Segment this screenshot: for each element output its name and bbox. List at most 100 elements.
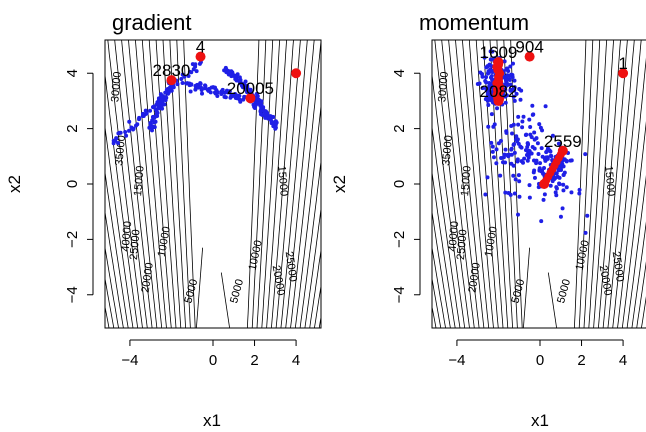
point <box>561 188 566 193</box>
point <box>512 150 517 155</box>
point <box>504 83 509 88</box>
contour-line <box>432 169 456 328</box>
point <box>490 149 495 154</box>
contour-label: 20000 <box>597 264 614 296</box>
contour-line <box>256 40 274 328</box>
point <box>523 148 528 153</box>
point <box>505 152 510 157</box>
point <box>140 111 145 116</box>
contour-label: 20000 <box>467 262 483 294</box>
x-axis-label-momentum: x1 <box>531 411 549 430</box>
contour-line <box>261 40 281 328</box>
point <box>537 168 542 173</box>
highlight-point <box>493 95 504 106</box>
highlight-point <box>166 75 177 86</box>
point <box>490 49 495 54</box>
point <box>538 161 543 166</box>
point <box>489 140 494 145</box>
highlight-point <box>493 57 504 68</box>
contour-line <box>220 272 231 328</box>
point <box>273 125 278 130</box>
point <box>527 149 532 154</box>
y-axis-label-gradient: x2 <box>5 175 24 193</box>
plot-box-gradient <box>104 39 322 329</box>
contour-line <box>617 57 646 328</box>
contour-line <box>105 71 139 328</box>
contour-label: 15000 <box>275 165 290 197</box>
point <box>159 98 164 103</box>
point <box>489 74 494 79</box>
point <box>490 144 495 149</box>
point <box>517 87 522 92</box>
y-tick-label: 2 <box>64 124 81 132</box>
point <box>123 129 128 134</box>
x-tick-label: 4 <box>292 352 300 369</box>
point <box>480 86 485 91</box>
contour-line <box>290 40 321 328</box>
point <box>544 155 549 160</box>
y-tick-label: −4 <box>64 286 81 303</box>
point <box>238 99 243 104</box>
point <box>494 161 499 166</box>
point <box>516 122 521 127</box>
point <box>534 136 539 141</box>
point <box>524 132 529 137</box>
point <box>182 74 187 79</box>
point <box>514 91 519 96</box>
point <box>540 171 545 176</box>
point <box>585 213 590 218</box>
x-tick-label: −4 <box>121 352 138 369</box>
point <box>237 75 242 80</box>
point <box>520 125 525 130</box>
contour-line <box>578 40 594 328</box>
point <box>160 94 165 99</box>
point <box>556 141 561 146</box>
point <box>126 128 131 133</box>
point <box>236 93 241 98</box>
contour-line <box>299 157 321 328</box>
point <box>516 212 521 217</box>
point <box>532 175 537 180</box>
point <box>131 126 136 131</box>
contour-label: 40000 <box>120 221 135 253</box>
point <box>564 185 569 190</box>
iteration-label: 20005 <box>227 79 274 98</box>
point <box>554 193 559 198</box>
point <box>510 61 515 66</box>
iteration-label: 1609 <box>480 43 518 62</box>
point <box>532 168 537 173</box>
point <box>530 103 535 108</box>
point <box>539 219 544 224</box>
point <box>188 89 193 94</box>
point <box>583 152 588 157</box>
point <box>513 177 518 182</box>
point <box>153 119 158 124</box>
point <box>557 182 562 187</box>
point <box>492 122 497 127</box>
contour-line <box>432 209 451 328</box>
point <box>484 88 489 93</box>
point <box>148 120 153 125</box>
contour-line <box>304 205 321 328</box>
contour-line <box>105 123 134 328</box>
contour-label: 25000 <box>455 229 470 261</box>
point <box>261 105 266 110</box>
contour-line <box>455 40 485 328</box>
point <box>486 102 491 107</box>
contour-line <box>468 40 494 328</box>
highlight-point <box>291 68 302 79</box>
point <box>554 186 559 191</box>
contour-line <box>462 40 490 328</box>
contour-line <box>432 245 446 328</box>
point <box>515 157 520 162</box>
contour-label: 15000 <box>459 165 474 197</box>
contour-label: 20000 <box>140 262 156 294</box>
highlight-point <box>524 51 535 62</box>
points-gradient: 2830 4 20005 <box>111 40 302 146</box>
point <box>521 114 526 119</box>
contour-line <box>441 40 475 328</box>
point <box>480 74 485 79</box>
contour-line <box>588 40 608 328</box>
point <box>491 155 496 160</box>
contour-label: 5000 <box>509 278 527 305</box>
